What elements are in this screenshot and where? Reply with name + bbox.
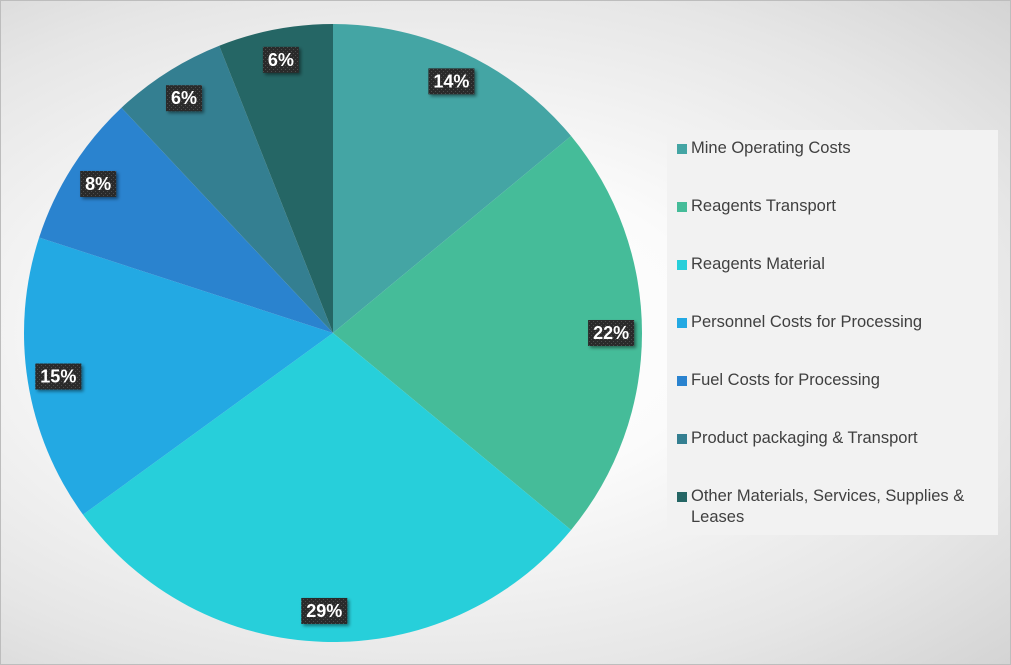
- data-label-text: 6%: [268, 50, 294, 70]
- pie-slice: [121, 45, 333, 333]
- data-label: 22%: [588, 320, 635, 346]
- pie-slice: [24, 237, 334, 515]
- legend-swatch: [677, 434, 687, 444]
- legend-label: Mine Operating Costs: [691, 139, 851, 157]
- data-label-text: 6%: [171, 88, 197, 108]
- legend-item: Personnel Costs for Processing: [677, 312, 997, 333]
- data-label-text: 29%: [306, 601, 342, 621]
- legend-item: Reagents Transport: [677, 196, 997, 217]
- legend-label: Other Materials, Services, Supplies & Le…: [691, 487, 965, 526]
- legend-swatch: [677, 376, 687, 386]
- legend-label: Reagents Material: [691, 255, 825, 273]
- data-label-box: [262, 46, 299, 73]
- legend-swatch: [677, 260, 687, 270]
- legend-item: Product packaging & Transport: [677, 428, 997, 449]
- data-label: 6%: [262, 46, 299, 73]
- legend-swatch: [677, 144, 687, 154]
- data-label-box: [428, 68, 475, 95]
- legend-label: Product packaging & Transport: [691, 429, 918, 447]
- data-label-text: 15%: [40, 367, 76, 387]
- pie-slice: [39, 107, 333, 334]
- pie-slice: [219, 24, 333, 333]
- pie-slice: [333, 24, 572, 333]
- data-label-text: 14%: [433, 71, 469, 91]
- data-label-box: [80, 170, 117, 197]
- legend-item: Fuel Costs for Processing: [677, 370, 997, 391]
- data-label: 15%: [35, 363, 82, 390]
- data-label-box: [301, 597, 348, 624]
- legend-swatch: [677, 318, 687, 328]
- data-label-text: 22%: [593, 323, 629, 343]
- data-label-box: [165, 85, 202, 112]
- legend-label: Reagents Transport: [691, 197, 836, 215]
- legend-label: Fuel Costs for Processing: [691, 371, 880, 389]
- legend-swatch: [677, 202, 687, 212]
- pie-slice: [83, 333, 572, 643]
- data-label: 6%: [165, 85, 202, 112]
- legend-item: Mine Operating Costs: [677, 138, 997, 159]
- data-label: 8%: [80, 170, 117, 197]
- legend: Mine Operating Costs Reagents Transport Re…: [667, 130, 998, 535]
- pie-slice: [333, 136, 642, 530]
- data-label-box: [35, 363, 82, 390]
- data-label: 14%: [428, 68, 475, 95]
- data-label-box: [588, 320, 635, 346]
- legend-item: Reagents Material: [677, 254, 997, 275]
- legend-label: Personnel Costs for Processing: [691, 313, 923, 331]
- data-label-text: 8%: [85, 174, 111, 194]
- data-label: 29%: [301, 597, 348, 624]
- legend-swatch: [677, 492, 687, 502]
- legend-item: Other Materials, Services, Supplies & Le…: [677, 486, 997, 528]
